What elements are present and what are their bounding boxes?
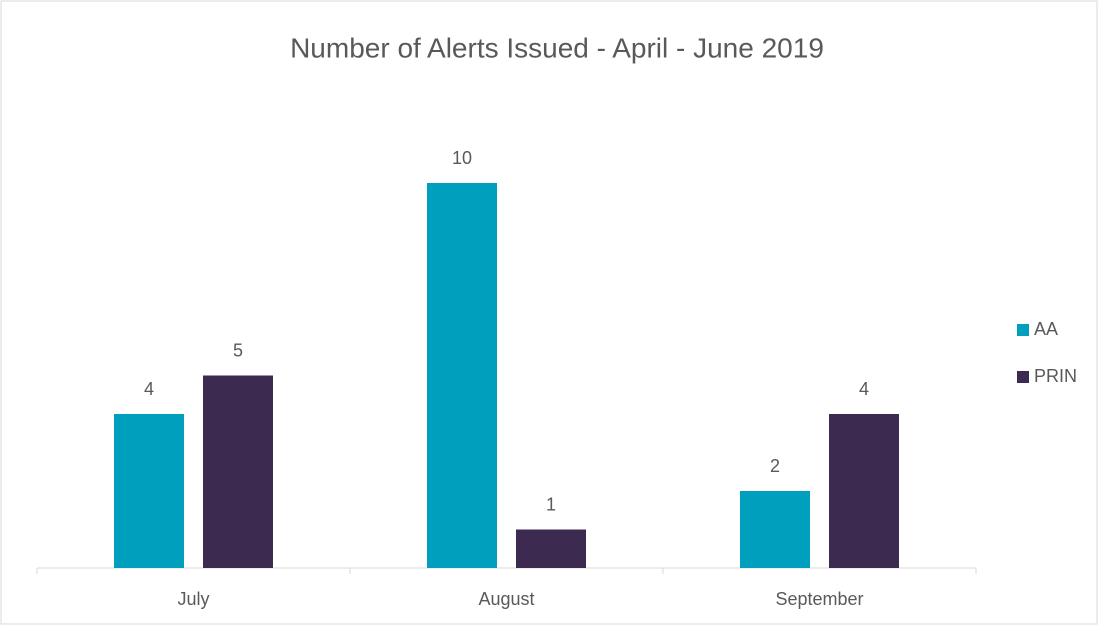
bar (427, 183, 497, 568)
data-label: 4 (859, 379, 869, 399)
chart-title: Number of Alerts Issued - April - June 2… (290, 32, 824, 63)
data-label: 10 (452, 148, 472, 168)
x-tick-label: September (775, 589, 863, 609)
legend-label: AA (1034, 319, 1058, 339)
legend-label: PRIN (1034, 366, 1077, 386)
data-label: 5 (233, 340, 243, 360)
bar (829, 414, 899, 568)
x-tick-label: July (177, 589, 209, 609)
legend-swatch (1017, 371, 1029, 383)
x-tick-label: August (478, 589, 534, 609)
bar (740, 491, 810, 568)
legend-swatch (1017, 324, 1029, 336)
bar (114, 414, 184, 568)
bar (516, 529, 586, 568)
data-label: 2 (770, 456, 780, 476)
bar (203, 375, 273, 568)
data-label: 1 (546, 494, 556, 514)
data-label: 4 (144, 379, 154, 399)
